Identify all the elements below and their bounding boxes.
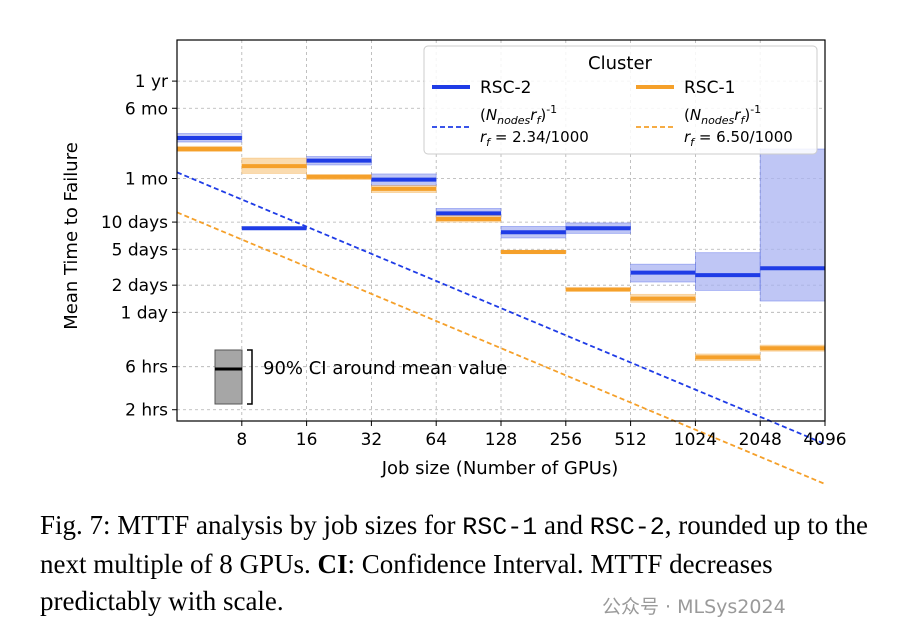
x-tick-label-64: 64 (425, 430, 447, 450)
rsc-2-ci-band-8 (695, 252, 761, 291)
watermark: 公众号 · MLSys2024 (598, 590, 790, 624)
legend-rsc1-fit-expr-part: -1 (750, 103, 761, 116)
figure-caption: Fig. 7: MTTF analysis by job sizes for R… (40, 507, 870, 620)
fit-lines (176, 171, 826, 485)
legend-rsc2-fit-expr-part: r (530, 106, 537, 124)
legend-rsc1-label: RSC-1 (684, 78, 735, 98)
fit-line-1 (176, 211, 826, 485)
y-tick-label-2-days: 2 days (112, 276, 168, 296)
x-tick-label-8: 8 (236, 430, 247, 450)
legend-rsc2-fit-expr-part: -1 (546, 103, 557, 116)
legend-rsc2-fit-expr: (Nnodesrf)-1 (480, 103, 557, 127)
x-tick-label-256: 256 (550, 430, 582, 450)
caption-code-rsc1: RSC-1 (462, 513, 538, 542)
legend-rsc2-fit-expr-part: f (536, 114, 542, 127)
ci-example: 90% CI around mean value (214, 349, 507, 405)
y-tick-label-10-days: 10 days (101, 213, 168, 233)
legend-rsc1-fit-rate: rf = 6.50/1000 (684, 128, 793, 149)
y-tick-label-1-mo: 1 mo (125, 169, 168, 189)
legend-rsc1-fit-rate-part: r (684, 128, 691, 146)
caption-code-rsc2: RSC-2 (589, 513, 665, 542)
legend-rsc1-fit-rate-part: = 6.50/1000 (694, 128, 793, 146)
tick-labels: 8 16 32 64 128 256 512 1024 2048 4096 1 yr 6 mo 1 mo… (101, 72, 847, 450)
legend-rsc1-fit-expr-part: ) (744, 106, 750, 124)
legend-title: Cluster (588, 53, 652, 74)
legend-rsc2-fit-rate: rf = 2.34/1000 (480, 128, 589, 149)
x-tick-label-2048: 2048 (739, 430, 782, 450)
legend-rsc2-fit-expr-part: N (486, 106, 497, 124)
ci-example-label: 90% CI around mean value (263, 358, 507, 379)
legend-rsc2-fit-expr-part: ) (540, 106, 546, 124)
y-tick-label-2-hrs: 2 hrs (125, 401, 168, 421)
legend-rsc1-fit-rate-part: f (690, 136, 696, 149)
legend-rsc1-fit-expr-part: r (734, 106, 741, 124)
legend-rsc1-fit-expr-part: nodes (701, 114, 734, 127)
caption-ci-bold: CI (317, 549, 348, 579)
y-tick-label-6-mo: 6 mo (125, 99, 168, 119)
ci-example-bracket (247, 349, 253, 405)
legend-rsc1-fit-expr-part: ( (684, 106, 690, 124)
y-axis-label: Mean Time to Failure (61, 142, 82, 330)
x-axis-label: Job size (Number of GPUs) (381, 458, 619, 479)
x-tick-label-32: 32 (361, 430, 383, 450)
caption-rest1: , rounded up to the next multiple of 8 G… (40, 510, 868, 579)
legend-rsc2-fit-rate-part: f (486, 136, 492, 149)
y-tick-label-6-hrs: 6 hrs (125, 358, 168, 378)
mean-lines (177, 136, 825, 360)
legend-rsc2-fit-expr-part: ( (480, 106, 486, 124)
y-tick-label-1-yr: 1 yr (135, 72, 168, 92)
x-tick-label-4096: 4096 (803, 430, 846, 450)
legend-rsc2-fit-rate-part: = 2.34/1000 (490, 128, 589, 146)
caption-and: and (537, 510, 590, 540)
mttf-chart: 8 16 32 64 128 256 512 1024 2048 4096 1 yr 6 mo 1 mo… (61, 39, 847, 485)
legend-rsc2-fit-expr-part: nodes (497, 114, 530, 127)
y-tick-label-1-day: 1 day (121, 303, 169, 323)
legend-rsc2-fit-rate-part: r (480, 128, 487, 146)
x-tick-label-1024: 1024 (674, 430, 717, 450)
legend-rsc1-fit-expr-part: f (740, 114, 746, 127)
legend-rsc1-fit-expr: (Nnodesrf)-1 (684, 103, 761, 127)
caption-rest2: : Confidence Interval. MTTF decreases pr… (40, 549, 773, 616)
x-tick-label-16: 16 (296, 430, 318, 450)
caption-prefix: Fig. 7: MTTF analysis by job sizes for (40, 510, 463, 540)
ci-example-box (214, 349, 243, 405)
y-tick-label-5-days: 5 days (112, 240, 168, 260)
legend-rsc2-label: RSC-2 (480, 78, 531, 98)
x-tick-label-512: 512 (614, 430, 646, 450)
legend-rsc1-fit-expr-part: N (690, 106, 701, 124)
rsc-2-ci-band-9 (759, 148, 826, 302)
x-tick-label-128: 128 (485, 430, 517, 450)
legend-box (423, 45, 818, 155)
fit-line-0 (176, 171, 826, 445)
